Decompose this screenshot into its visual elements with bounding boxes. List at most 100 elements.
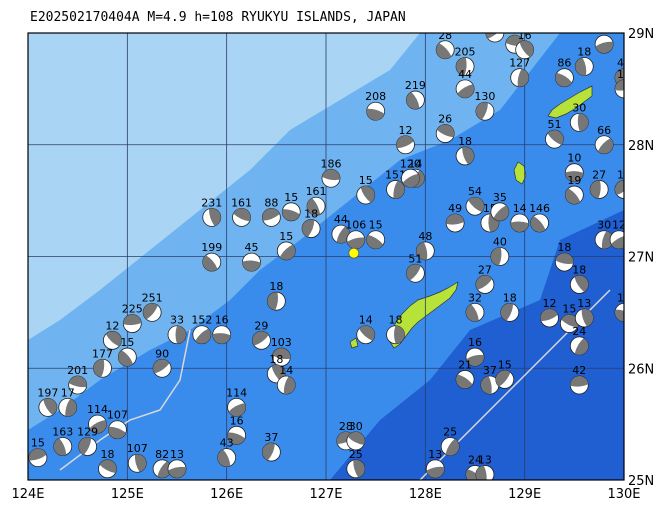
beachball-compression xyxy=(517,68,529,87)
depth-label: 15 xyxy=(562,303,576,316)
focal-mechanism: 28 xyxy=(435,33,455,60)
beachball-compression xyxy=(540,308,558,322)
depth-label: 103 xyxy=(271,336,292,349)
depth-label: 18 xyxy=(100,448,114,461)
focal-mechanism: 107 xyxy=(107,409,128,440)
depth-label: 15 xyxy=(617,168,631,181)
depth-label: 152 xyxy=(191,314,212,327)
focal-mechanism: 106 xyxy=(345,219,366,250)
depth-label: 16 xyxy=(468,336,482,349)
beachball-compression xyxy=(68,376,87,388)
depth-label: 18 xyxy=(557,241,571,254)
x-tick-label: 124E xyxy=(11,487,44,502)
focal-mechanism: 24 xyxy=(569,325,589,356)
beachball-compression xyxy=(233,208,251,222)
beachball-compression xyxy=(565,171,584,182)
depth-label: 197 xyxy=(37,386,58,399)
depth-label: 43 xyxy=(220,437,234,450)
focal-mechanism: 37 xyxy=(261,431,281,462)
depth-label: 12 xyxy=(612,219,626,232)
focal-mechanism: 114 xyxy=(226,386,247,417)
depth-label: 42 xyxy=(572,364,586,377)
beachball-compression xyxy=(595,41,614,54)
beachball-compression xyxy=(283,376,296,395)
beachball-compression xyxy=(93,359,105,378)
focal-mechanism: 15 xyxy=(594,33,614,54)
y-tick-label: 26N xyxy=(628,362,654,377)
focal-mechanism: 15 xyxy=(276,230,296,261)
depth-label: 15 xyxy=(120,336,134,349)
beachball-compression xyxy=(555,72,573,87)
beachball-compression xyxy=(108,426,126,439)
x-tick-label: 126E xyxy=(210,487,243,502)
depth-label: 14 xyxy=(279,364,293,377)
focal-mechanism: 29 xyxy=(252,319,271,350)
beachball-compression xyxy=(396,135,414,149)
focal-mechanism: 197 xyxy=(37,386,58,417)
beachball-compression xyxy=(555,253,574,264)
depth-label: 86 xyxy=(557,57,571,70)
depth-label: 18 xyxy=(269,353,283,366)
focal-mechanism: 199 xyxy=(201,241,222,272)
beachball-compression xyxy=(611,236,624,249)
beachball-compression xyxy=(228,403,246,417)
beachball-compression xyxy=(347,237,365,249)
focal-mechanism: 44 xyxy=(455,68,475,99)
depth-label: 21 xyxy=(458,358,472,371)
focal-mechanism: 205 xyxy=(455,46,476,76)
beachball-compression xyxy=(590,180,601,199)
focal-mechanism: 15 xyxy=(117,336,137,367)
depth-label: 66 xyxy=(597,124,611,137)
x-tick-label: 127E xyxy=(309,487,342,502)
depth-label: 120 xyxy=(400,157,421,170)
axis-labels: 124E 125E 126E 127E 128E 129E 130E 29N 28N 27N 26N… xyxy=(11,27,654,502)
depth-label: 99 xyxy=(488,12,502,25)
depth-label: 114 xyxy=(87,403,108,416)
depth-label: 16 xyxy=(230,414,244,427)
focal-mechanism: 13 xyxy=(574,297,594,328)
beachball-compression xyxy=(366,234,384,249)
beachball-compression xyxy=(53,438,67,456)
event-marker xyxy=(348,247,360,259)
depth-label: 15 xyxy=(31,437,45,450)
depth-label: 30 xyxy=(572,101,586,114)
beachball-compression xyxy=(65,398,77,417)
focal-mechanism: 251 xyxy=(142,291,163,322)
depth-label: 33 xyxy=(170,314,184,327)
focal-mechanism: 13 xyxy=(425,448,445,479)
beachball-compression xyxy=(475,102,489,120)
depth-label: 14 xyxy=(359,314,373,327)
depth-label: 18 xyxy=(503,291,517,304)
beachball-compression xyxy=(89,420,107,434)
beachball-compression xyxy=(78,437,92,455)
focal-mechanism: 15 xyxy=(366,219,386,250)
focal-mechanism: 30 xyxy=(569,101,589,132)
depth-label: 14 xyxy=(513,202,527,215)
focal-mechanism: 151 xyxy=(385,168,406,199)
focal-mechanism: 10 xyxy=(564,152,584,183)
depth-label: 225 xyxy=(122,303,143,316)
focal-mechanism: 186 xyxy=(320,157,341,188)
depth-label: 26 xyxy=(438,113,452,126)
beachball-compression xyxy=(157,461,172,478)
depth-label: 107 xyxy=(127,442,148,455)
depth-label: 163 xyxy=(52,425,73,438)
beachball-compression xyxy=(416,242,428,260)
focal-mechanism: 13 xyxy=(614,291,624,322)
beachball-compression xyxy=(227,432,246,445)
beachball-compression xyxy=(436,124,455,138)
focal-mechanism: 18 xyxy=(301,208,321,238)
beachball-compression xyxy=(547,130,564,145)
depth-label: 199 xyxy=(201,241,222,254)
beachball-compression xyxy=(577,113,589,132)
focal-mechanism: 37 xyxy=(480,364,500,395)
depth-label: 146 xyxy=(529,202,550,215)
beachball-compression xyxy=(530,216,546,232)
depth-label: 90 xyxy=(155,347,169,360)
beachball-compression xyxy=(476,465,487,480)
beachball-compression xyxy=(574,275,589,292)
depth-label: 13 xyxy=(478,453,492,466)
beachball-compression xyxy=(601,231,614,249)
beachball-compression xyxy=(134,454,147,472)
depth-label: 151 xyxy=(385,168,406,181)
